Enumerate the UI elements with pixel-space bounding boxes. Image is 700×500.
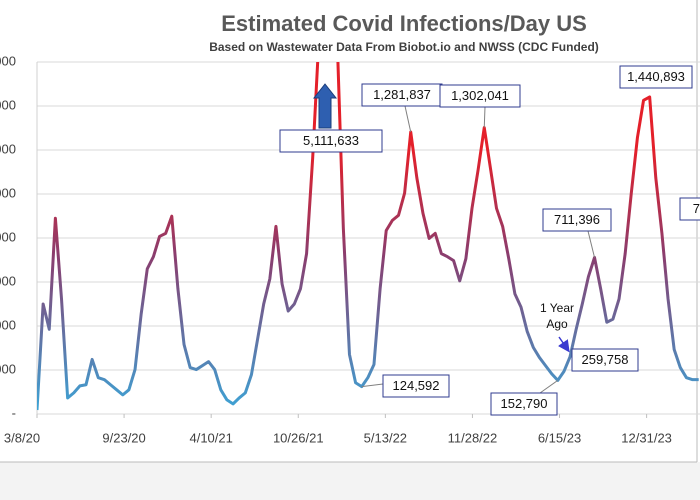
x-tick-label: 12/31/23	[621, 430, 672, 445]
frame-shadow	[0, 462, 700, 500]
y-tick-label: 800,000	[0, 229, 16, 244]
y-tick-label: -	[12, 405, 16, 420]
note-text: Ago	[546, 317, 568, 331]
note-text: 1 Year	[540, 301, 574, 315]
plot	[37, 62, 699, 411]
chart-subtitle: Based on Wastewater Data From Biobot.io …	[209, 40, 599, 54]
callout-leader	[361, 383, 384, 388]
callout-text: 124,592	[393, 378, 440, 393]
x-tick-label: 6/15/23	[538, 430, 581, 445]
y-tick-label: 200,000	[0, 361, 16, 376]
callout-leader	[587, 230, 596, 258]
callout-box	[490, 392, 558, 416]
callout-box	[439, 84, 521, 108]
peak-arrow	[312, 83, 338, 129]
x-tick-label: 10/26/21	[273, 430, 324, 445]
callout-box	[542, 208, 612, 232]
callout-text: 5,111,633	[303, 133, 359, 148]
callout-text: 1,440,893	[627, 69, 685, 84]
callout-leader	[539, 379, 559, 394]
callout-box	[679, 197, 700, 221]
y-tick-label: 1,200,000	[0, 141, 16, 156]
chart-title: Estimated Covid Infections/Day US	[221, 11, 587, 36]
data-line	[37, 62, 699, 411]
callout-box	[382, 374, 450, 398]
labels: - 200,000 400,000 600,000 800,000 1,000,000 1,…	[0, 53, 700, 445]
callout-text: 259,758	[582, 352, 629, 367]
callout-text: 711,396	[554, 212, 600, 227]
callout-box	[571, 348, 639, 372]
callout-leader	[483, 106, 486, 128]
x-tick-label: 5/13/22	[364, 430, 407, 445]
callout-text: 1,302,041	[451, 88, 509, 103]
x-tick-label: 3/8/20	[4, 430, 40, 445]
y-tick-label: 400,000	[0, 317, 16, 332]
x-tick-label: 4/10/21	[189, 430, 232, 445]
callout-box	[279, 129, 383, 153]
note-arrow	[557, 336, 570, 353]
callout-box	[619, 65, 693, 89]
y-tick-label: 1,400,000	[0, 97, 16, 112]
x-tick-label: 11/28/22	[448, 430, 498, 445]
y-tick-label: 1,600,000	[0, 53, 16, 68]
callout-leader	[404, 105, 412, 133]
y-tick-label: 1,000,000	[0, 185, 16, 200]
callout-text: 152,790	[501, 396, 548, 411]
y-tick-label: 600,000	[0, 273, 16, 288]
x-tick-label: 9/23/20	[102, 430, 145, 445]
callout-text: 1,281,837	[373, 87, 431, 102]
callout-text: 76	[693, 201, 700, 216]
